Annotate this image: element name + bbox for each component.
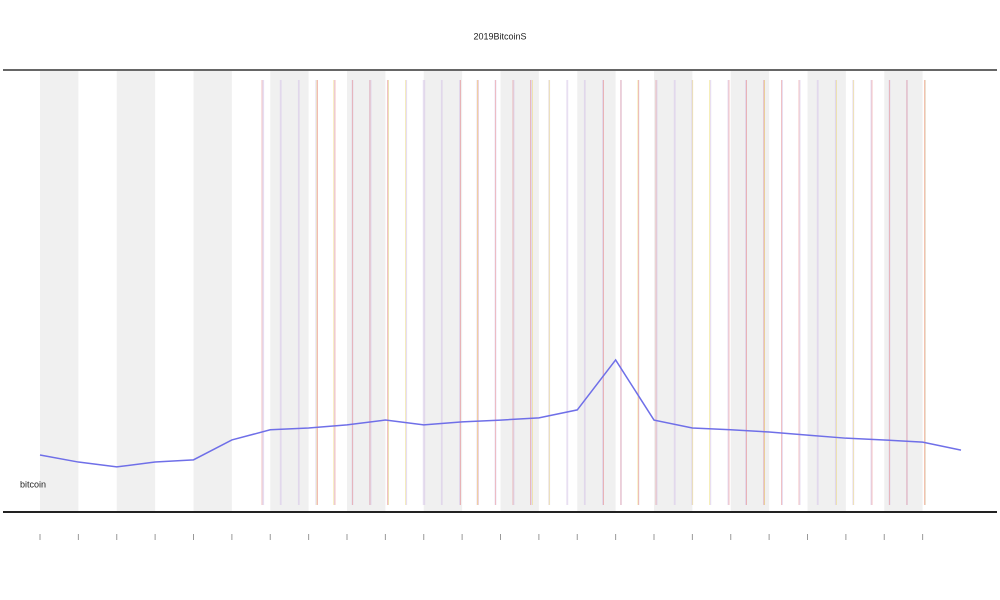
chart-title: 2019BitcoinS (473, 31, 526, 41)
shade-band (730, 70, 770, 512)
shade-band (116, 70, 156, 512)
shade-band (423, 70, 463, 512)
shade-band (654, 70, 693, 512)
shade-band (500, 70, 539, 512)
bands (40, 70, 923, 512)
shade-band (270, 70, 309, 512)
shade-band (40, 70, 79, 512)
shade-band (193, 70, 232, 512)
legend-label: bitcoin (20, 479, 46, 489)
shade-band (884, 70, 923, 512)
event-lines (261, 80, 927, 505)
shade-band (577, 70, 616, 512)
shade-band (807, 70, 846, 512)
series-line (39, 358, 962, 468)
